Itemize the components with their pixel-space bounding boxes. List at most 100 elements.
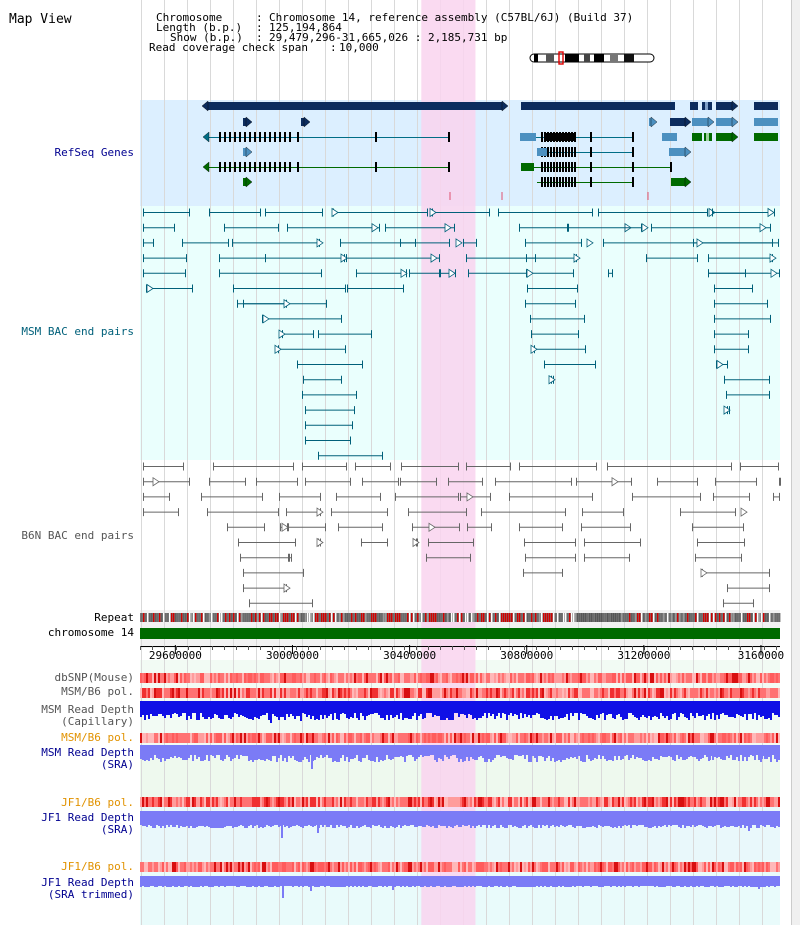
msm-bac-pair <box>526 253 581 263</box>
heat-cell <box>718 733 720 743</box>
depth-bin <box>142 701 144 715</box>
depth-bin <box>492 745 494 760</box>
heat-cell <box>158 688 160 698</box>
heat-cell <box>208 733 210 743</box>
depth-bin <box>624 876 626 887</box>
depth-bin <box>378 701 380 715</box>
depth-bin <box>718 701 720 719</box>
depth-bin <box>708 811 710 826</box>
heat-cell <box>330 688 332 698</box>
depth-bin <box>162 811 164 826</box>
heat-cell <box>192 797 194 807</box>
heat-cell <box>350 733 352 743</box>
heat-cell <box>468 688 470 698</box>
heat-cell <box>174 862 176 872</box>
depth-bin <box>262 876 264 887</box>
depth-bin <box>480 745 482 756</box>
refseq-gene <box>754 133 778 141</box>
heat-cell <box>334 862 336 872</box>
heat-cell <box>462 673 464 683</box>
msm-bac-pair <box>519 222 632 233</box>
heat-cell <box>664 797 666 807</box>
heat-cell <box>480 733 482 743</box>
heat-cell <box>408 688 410 698</box>
repeat-track[interactable] <box>140 613 781 622</box>
b6n-bac-pair <box>408 508 467 517</box>
heat-cell <box>286 733 288 743</box>
depth-bin <box>440 745 442 759</box>
gene-exon <box>289 162 291 172</box>
depth-bin <box>730 745 732 755</box>
heat-cell <box>408 797 410 807</box>
heat-cell <box>408 733 410 743</box>
repeat-element <box>757 613 759 622</box>
msm-bac-track[interactable] <box>143 207 780 460</box>
heat-cell <box>396 862 398 872</box>
b6n-bac-track[interactable] <box>143 462 781 608</box>
heat-cell <box>614 733 616 743</box>
vertical-scrollbar[interactable] <box>792 0 800 925</box>
heat-cell <box>510 688 512 698</box>
heat-cell <box>314 733 316 743</box>
depth-bin <box>518 876 520 887</box>
heat-cell <box>228 733 230 743</box>
heat-cell <box>642 733 644 743</box>
depth-bin <box>636 701 638 718</box>
repeat-element <box>253 613 255 622</box>
heat-cell <box>498 733 500 743</box>
repeat-element <box>557 613 559 622</box>
heat-cell <box>178 733 180 743</box>
gene-exon <box>590 162 592 172</box>
heat-cell <box>524 862 526 872</box>
depth-bin <box>410 811 412 825</box>
depth-tracks[interactable] <box>140 701 780 898</box>
depth-bin <box>166 701 168 715</box>
depth-bin <box>586 701 588 716</box>
heat-cell <box>746 862 748 872</box>
depth-bin <box>382 701 384 718</box>
heat-cell <box>752 673 754 683</box>
depth-bin <box>394 811 396 828</box>
heat-cell <box>704 733 706 743</box>
heat-cell <box>364 733 366 743</box>
heat-cell <box>666 688 668 698</box>
heat-cell <box>290 733 292 743</box>
depth-bin <box>294 745 296 760</box>
depth-bin <box>714 876 716 887</box>
depth-bin <box>554 811 556 827</box>
heat-cell <box>634 862 636 872</box>
repeat-element <box>217 613 219 622</box>
heat-cell <box>192 862 194 872</box>
heat-cell <box>734 673 736 683</box>
repeat-element <box>533 613 535 622</box>
gene-strand-arrow <box>707 116 715 128</box>
depth-bin <box>716 701 718 715</box>
heat-cell <box>682 797 684 807</box>
repeat-element <box>549 613 551 622</box>
heat-cell <box>194 797 196 807</box>
heat-cell <box>166 862 168 872</box>
depth-bin <box>414 811 416 827</box>
gene-exon <box>234 132 236 142</box>
heat-tracks[interactable] <box>140 673 780 872</box>
gene-exon <box>244 162 246 172</box>
depth-bin <box>504 745 506 756</box>
depth-bin <box>628 811 630 825</box>
b6n-bac-pair <box>227 523 265 532</box>
depth-bin <box>422 745 424 757</box>
depth-bin <box>778 701 780 717</box>
heat-cell <box>404 862 406 872</box>
depth-bin <box>394 745 396 757</box>
refseq-genes-track[interactable] <box>201 100 778 200</box>
depth-bin <box>536 811 538 828</box>
heat-cell <box>672 688 674 698</box>
chromosome-ideogram[interactable] <box>529 51 655 65</box>
depth-bin <box>610 811 612 827</box>
heat-cell <box>768 673 770 683</box>
heat-cell <box>532 673 534 683</box>
heat-cell <box>334 797 336 807</box>
chromosome-bar[interactable] <box>140 628 780 639</box>
depth-bin <box>176 811 178 825</box>
depth-bin <box>756 811 758 828</box>
